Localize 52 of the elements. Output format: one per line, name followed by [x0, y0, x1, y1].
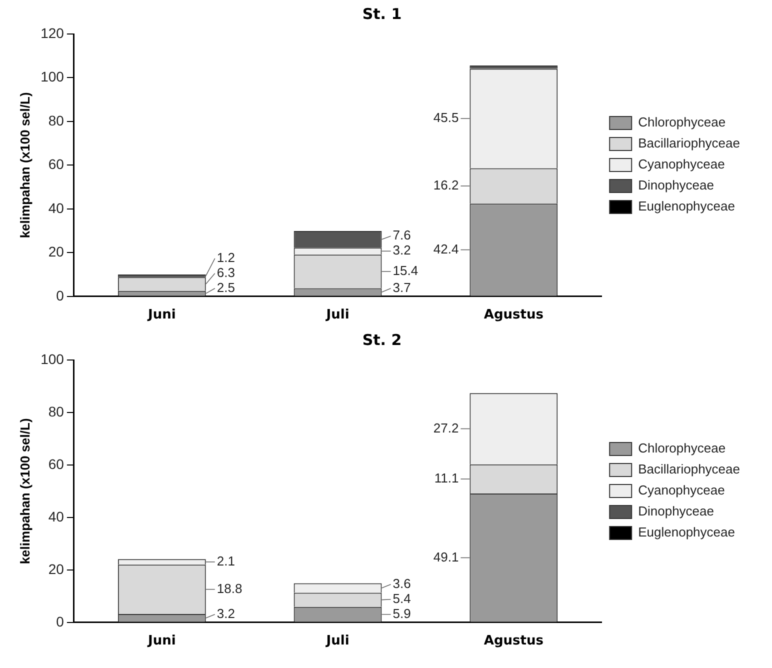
x-tick-label: Juli — [325, 308, 350, 323]
data-label: 11.1 — [434, 470, 459, 486]
data-label: 3.6 — [392, 576, 411, 591]
data-label: 6.3 — [216, 264, 235, 280]
y-axis-title: kelimpahan (x100 sel/L) — [17, 92, 32, 238]
legend-label: Euglenophyceae — [638, 524, 735, 540]
data-label: 2.1 — [216, 553, 235, 568]
data-label: 18.8 — [216, 580, 242, 596]
x-tick-label: Agustus — [484, 634, 544, 649]
y-tick-label: 20 — [48, 244, 64, 260]
legend-label: Chlorophyceae — [638, 440, 726, 456]
legend-label: Bacillariophyceae — [638, 136, 740, 151]
y-axis-title: kelimpahan (x100 sel/L) — [17, 418, 32, 564]
data-label: 1.2 — [216, 250, 235, 265]
y-tick-label: 0 — [56, 613, 64, 630]
data-label: 3.7 — [392, 280, 411, 295]
data-label: 15.4 — [392, 263, 418, 278]
data-label: 3.2 — [392, 242, 411, 258]
data-label: 27.2 — [433, 420, 459, 436]
data-label: 7.6 — [392, 228, 411, 243]
x-tick-label: Agustus — [484, 308, 544, 323]
chart-title: St. 2 — [362, 330, 402, 349]
x-tick-label: Juni — [146, 634, 176, 649]
data-label: 2.5 — [216, 280, 235, 295]
y-tick-label: 40 — [48, 200, 64, 216]
legend-label: Euglenophyceae — [638, 198, 735, 214]
y-tick-label: 40 — [48, 508, 64, 524]
data-label: 5.4 — [392, 590, 411, 606]
chart-title: St. 1 — [362, 4, 402, 23]
data-label: 5.9 — [392, 606, 411, 621]
y-tick-label: 80 — [48, 112, 64, 128]
data-label: 3.2 — [216, 606, 235, 621]
legend-label: Dinophyceae — [638, 504, 714, 519]
legend-label: Cyanophyceae — [638, 156, 725, 172]
y-tick-label: 100 — [40, 68, 64, 85]
x-tick-label: Juni — [146, 308, 176, 323]
legend-label: Chlorophyceae — [638, 114, 726, 130]
y-tick-label: 60 — [48, 456, 64, 472]
y-tick-label: 0 — [56, 287, 64, 304]
data-label: 45.5 — [433, 110, 459, 126]
data-label: 49.1 — [433, 549, 459, 564]
y-tick-label: 100 — [40, 350, 64, 367]
x-tick-label: Juli — [325, 634, 350, 649]
y-tick-label: 60 — [48, 156, 64, 172]
legend-label: Bacillariophyceae — [638, 462, 740, 477]
legend-label: Dinophyceae — [638, 178, 714, 193]
legend-label: Cyanophyceae — [638, 482, 725, 498]
y-tick-label: 80 — [48, 403, 64, 420]
y-tick-label: 20 — [48, 560, 64, 577]
data-label: 42.4 — [433, 241, 459, 256]
y-tick-label: 120 — [40, 24, 64, 41]
data-label: 16.2 — [433, 178, 459, 193]
